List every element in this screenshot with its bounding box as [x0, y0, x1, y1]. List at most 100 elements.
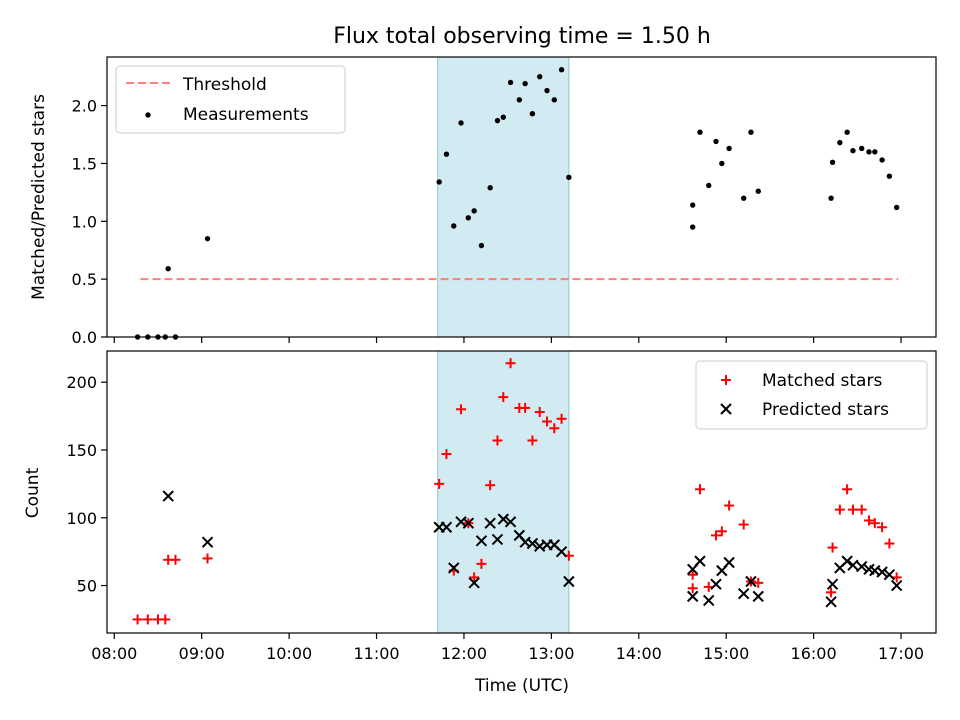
measurement-point — [894, 205, 899, 210]
measurement-point — [552, 97, 557, 102]
matched-star-marker — [724, 501, 734, 511]
measurement-point — [495, 118, 500, 123]
measurement-point — [471, 208, 476, 213]
y-tick-label: 0.0 — [72, 328, 97, 347]
predicted-star-marker — [753, 591, 763, 601]
x-tick-label: 09:00 — [179, 644, 225, 663]
measurement-point — [466, 215, 471, 220]
count-y-ticks: 50 100 150 200 — [66, 373, 107, 595]
measurement-point — [566, 175, 571, 180]
matched-star-marker — [203, 553, 213, 563]
measurement-point — [748, 130, 753, 135]
measurement-point — [508, 80, 513, 85]
x-tick-label: 13:00 — [528, 644, 574, 663]
ratio-x-ticks — [114, 337, 901, 343]
predicted-star-marker — [163, 491, 173, 501]
measurement-point — [844, 130, 849, 135]
observing-window — [438, 57, 569, 337]
predicted-star-marker — [704, 595, 714, 605]
y-tick-label: 150 — [66, 441, 97, 460]
measurement-point — [872, 149, 877, 154]
count-x-ticks: 08:00 09:00 10:00 11:00 12:00 13:00 14:00 15:00… — [91, 633, 924, 663]
measurement-point — [522, 81, 527, 86]
matched-star-marker — [848, 505, 858, 515]
predicted-star-marker — [711, 579, 721, 589]
legend-predicted-label: Predicted stars — [762, 400, 889, 420]
chart-title: Flux total observing time = 1.50 h — [333, 24, 711, 49]
ratio-y-axis-label: Matched/Predicted stars — [29, 94, 49, 300]
measurement-point — [544, 88, 549, 93]
matched-star-marker — [695, 484, 705, 494]
measurement-point — [741, 195, 746, 200]
predicted-star-marker — [848, 560, 858, 570]
predicted-star-marker — [695, 556, 705, 566]
count-y-axis-label: Count — [23, 467, 43, 518]
y-tick-label: 2.0 — [72, 97, 97, 116]
matched-star-marker — [835, 505, 845, 515]
measurement-point — [487, 185, 492, 190]
measurement-point — [713, 139, 718, 144]
measurement-point — [165, 266, 170, 271]
measurement-point — [830, 160, 835, 165]
measurement-point — [706, 183, 711, 188]
measurement-point — [756, 189, 761, 194]
x-tick-label: 17:00 — [878, 644, 924, 663]
matched-star-marker — [842, 484, 852, 494]
measurement-point — [887, 173, 892, 178]
measurement-point — [719, 161, 724, 166]
matched-star-marker — [688, 570, 698, 580]
matched-star-marker — [739, 520, 749, 530]
measurement-point — [205, 236, 210, 241]
measurement-point — [530, 111, 535, 116]
measurement-point — [479, 243, 484, 248]
measurement-point — [879, 157, 884, 162]
measurement-point — [697, 130, 702, 135]
legend-matched-label: Matched stars — [762, 371, 882, 391]
ratio-legend: ThresholdMeasurements — [116, 66, 345, 133]
measurement-point — [690, 202, 695, 207]
measurement-point — [444, 151, 449, 156]
measurement-point — [690, 224, 695, 229]
predicted-star-marker — [828, 579, 838, 589]
measurement-point — [837, 140, 842, 145]
matched-star-marker — [170, 555, 180, 565]
y-tick-label: 50 — [77, 577, 97, 596]
measurement-point — [537, 74, 542, 79]
ratio-panel: 0.00.51.01.52.0 Matched/Predicted stars … — [29, 57, 936, 347]
predicted-star-marker — [842, 556, 852, 566]
measurement-point — [866, 149, 871, 154]
predicted-star-marker — [826, 597, 836, 607]
highlight-span — [438, 57, 569, 337]
measurement-point — [451, 223, 456, 228]
y-tick-label: 100 — [66, 509, 97, 528]
x-axis-label: Time (UTC) — [474, 676, 569, 696]
measurement-point — [458, 120, 463, 125]
predicted-star-marker — [724, 558, 734, 568]
x-tick-label: 16:00 — [791, 644, 837, 663]
measurement-point — [828, 195, 833, 200]
measurement-point — [559, 67, 564, 72]
matched-star-marker — [160, 614, 170, 624]
x-tick-label: 15:00 — [703, 644, 749, 663]
x-tick-label: 08:00 — [91, 644, 137, 663]
legend-threshold-label: Threshold — [182, 75, 267, 95]
ratio-y-ticks: 0.00.51.01.52.0 — [72, 97, 107, 347]
matched-star-marker — [884, 539, 894, 549]
x-tick-label: 14:00 — [616, 644, 662, 663]
measurement-point — [501, 114, 506, 119]
matched-star-marker — [857, 505, 867, 515]
count-legend: Matched stars Predicted stars — [696, 361, 927, 429]
figure: Flux total observing time = 1.50 h 0.00.… — [0, 0, 960, 720]
y-tick-label: 200 — [66, 373, 97, 392]
matched-star-marker — [828, 543, 838, 553]
measurement-point — [517, 97, 522, 102]
measurement-point — [859, 146, 864, 151]
x-tick-label: 11:00 — [353, 644, 399, 663]
predicted-star-marker — [203, 537, 213, 547]
predicted-star-marker — [739, 589, 749, 599]
matched-star-marker — [133, 614, 143, 624]
measurement-point — [850, 148, 855, 153]
matched-star-marker — [143, 614, 153, 624]
x-tick-label: 12:00 — [441, 644, 487, 663]
measurement-point — [436, 179, 441, 184]
